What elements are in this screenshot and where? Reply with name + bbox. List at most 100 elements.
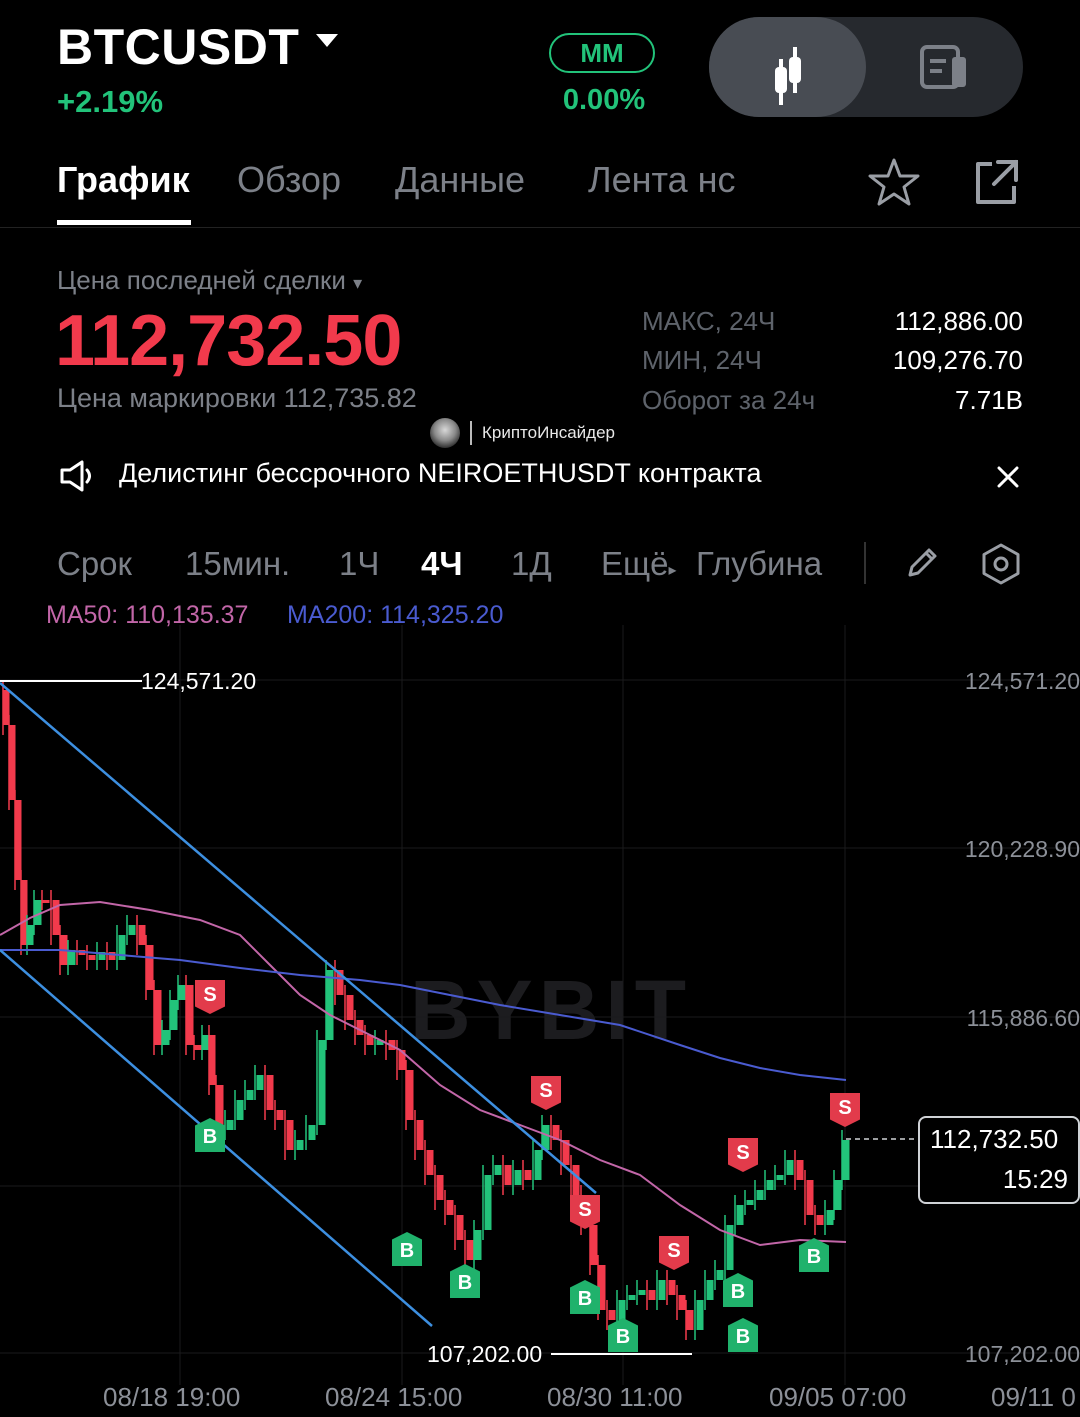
trend-line-upper [0, 682, 597, 1194]
symbol-title[interactable]: BTCUSDT [57, 19, 300, 75]
candle-body [834, 1180, 842, 1210]
candle-body [638, 1290, 646, 1295]
tab-data[interactable]: Данные [395, 159, 526, 200]
candle-body [416, 1120, 424, 1150]
candle-body [806, 1180, 814, 1215]
candle-body [628, 1295, 636, 1300]
timeframe-period[interactable]: Срок [57, 545, 132, 582]
sell-signal[interactable]: S [531, 1076, 561, 1110]
candle-body [236, 1100, 244, 1120]
candle-body [178, 985, 186, 1000]
pencil-icon[interactable] [902, 543, 942, 583]
candle-body [20, 880, 28, 945]
candle-body [8, 725, 16, 800]
candle-body [524, 1170, 532, 1180]
timeframe-15m[interactable]: 15мин. [185, 545, 291, 582]
candle-body [98, 952, 106, 960]
timeframe-4h[interactable]: 4Ч [421, 545, 463, 582]
close-icon[interactable] [994, 463, 1022, 491]
stat-turnover-label: Оборот за 24ч [642, 385, 816, 415]
buy-signal[interactable]: B [608, 1318, 638, 1352]
buy-signal[interactable]: B [392, 1232, 422, 1266]
candle-body [706, 1280, 714, 1300]
candle-body [426, 1150, 434, 1175]
buy-signal[interactable]: B [799, 1238, 829, 1272]
candle-body [68, 950, 76, 965]
star-icon[interactable] [866, 156, 922, 208]
speaker-icon [60, 460, 91, 492]
candle-body [562, 1140, 570, 1165]
candle-body [484, 1175, 492, 1230]
chart-lines [0, 680, 918, 1355]
candle-body [756, 1190, 764, 1200]
buy-signal[interactable]: B [450, 1264, 480, 1298]
delisting-notice[interactable]: Делистинг бессрочного NEIROETHUSDT контр… [119, 458, 762, 488]
candle-body [456, 1215, 464, 1240]
date-axis-label: 08/30 11:00 [547, 1382, 683, 1412]
candle-body [14, 800, 22, 880]
buy-signal[interactable]: B [195, 1118, 225, 1152]
candle-body [766, 1180, 774, 1190]
candle-body [658, 1280, 666, 1300]
candle-body [318, 1040, 326, 1125]
candle-body [504, 1165, 512, 1185]
candle-body [356, 1020, 364, 1035]
tab-news[interactable]: Лента нс [588, 159, 736, 200]
settings-icon[interactable] [979, 542, 1023, 586]
candle-body [786, 1160, 794, 1175]
timeframe-1d[interactable]: 1Д [511, 545, 552, 582]
channel-watermark: КриптоИнсайдер [430, 418, 615, 448]
candle-body [716, 1270, 724, 1280]
candle-body [842, 1140, 850, 1180]
candle-body [226, 1120, 234, 1130]
price-chart[interactable] [0, 625, 1080, 1385]
last-price: 112,732.50 [55, 301, 402, 381]
toolbar-divider [864, 542, 866, 584]
stat-low-label: МИН, 24Ч [642, 345, 762, 375]
share-icon[interactable] [970, 156, 1022, 208]
ma200-legend: MA200: 114,325.20 [287, 601, 504, 629]
ma50-line [0, 900, 847, 1247]
date-axis-label: 08/24 15:00 [325, 1382, 463, 1412]
candle-body [696, 1300, 704, 1330]
candle-body [366, 1035, 374, 1045]
depth-button[interactable]: Глубина [696, 545, 823, 582]
sell-signal[interactable]: S [195, 980, 225, 1014]
candle-body [618, 1300, 626, 1320]
tab-overview[interactable]: Обзор [237, 159, 341, 200]
date-axis-label: 09/05 07:00 [769, 1382, 907, 1412]
candle-body [686, 1310, 694, 1330]
sell-signal[interactable]: S [830, 1093, 860, 1127]
ma50-legend: MA50: 110,135.37 [46, 601, 249, 629]
buy-signal[interactable]: B [728, 1318, 758, 1352]
chevron-down-icon[interactable] [316, 34, 338, 47]
price-axis-label: 107,202.00 [964, 1341, 1080, 1367]
buy-signal[interactable]: B [570, 1280, 600, 1314]
sell-signal[interactable]: S [659, 1236, 689, 1270]
timeframe-more[interactable]: Ещё▸ [601, 545, 677, 582]
candle-body [296, 1140, 304, 1150]
candle-body [118, 935, 126, 960]
high-level-label: 124,571.20 [141, 668, 257, 694]
price-axis-label: 115,886.60 [966, 1005, 1080, 1031]
news-view-button[interactable] [866, 17, 1023, 117]
chart-grid [0, 625, 1080, 1385]
bybit-logo: BYBIT [410, 963, 692, 1057]
candle-body [2, 690, 10, 725]
candle-body [246, 1090, 254, 1100]
candle-body [542, 1125, 550, 1150]
sell-signal[interactable]: S [570, 1195, 600, 1229]
tab-chart[interactable]: График [57, 159, 190, 200]
timeframe-1h[interactable]: 1Ч [339, 545, 380, 582]
candles-view-button[interactable] [709, 17, 866, 117]
candle-body [286, 1120, 294, 1150]
sell-signal[interactable]: S [728, 1138, 758, 1172]
candle-body [42, 900, 50, 903]
current-price-box [918, 1116, 1080, 1204]
last-price-label[interactable]: Цена последней сделки ▾ [57, 265, 363, 295]
mm-badge[interactable]: MM [549, 33, 655, 73]
candle-body [276, 1110, 284, 1120]
candle-body [108, 952, 116, 960]
current-price: 112,732.50 [930, 1124, 1059, 1154]
buy-signal[interactable]: B [723, 1273, 753, 1307]
